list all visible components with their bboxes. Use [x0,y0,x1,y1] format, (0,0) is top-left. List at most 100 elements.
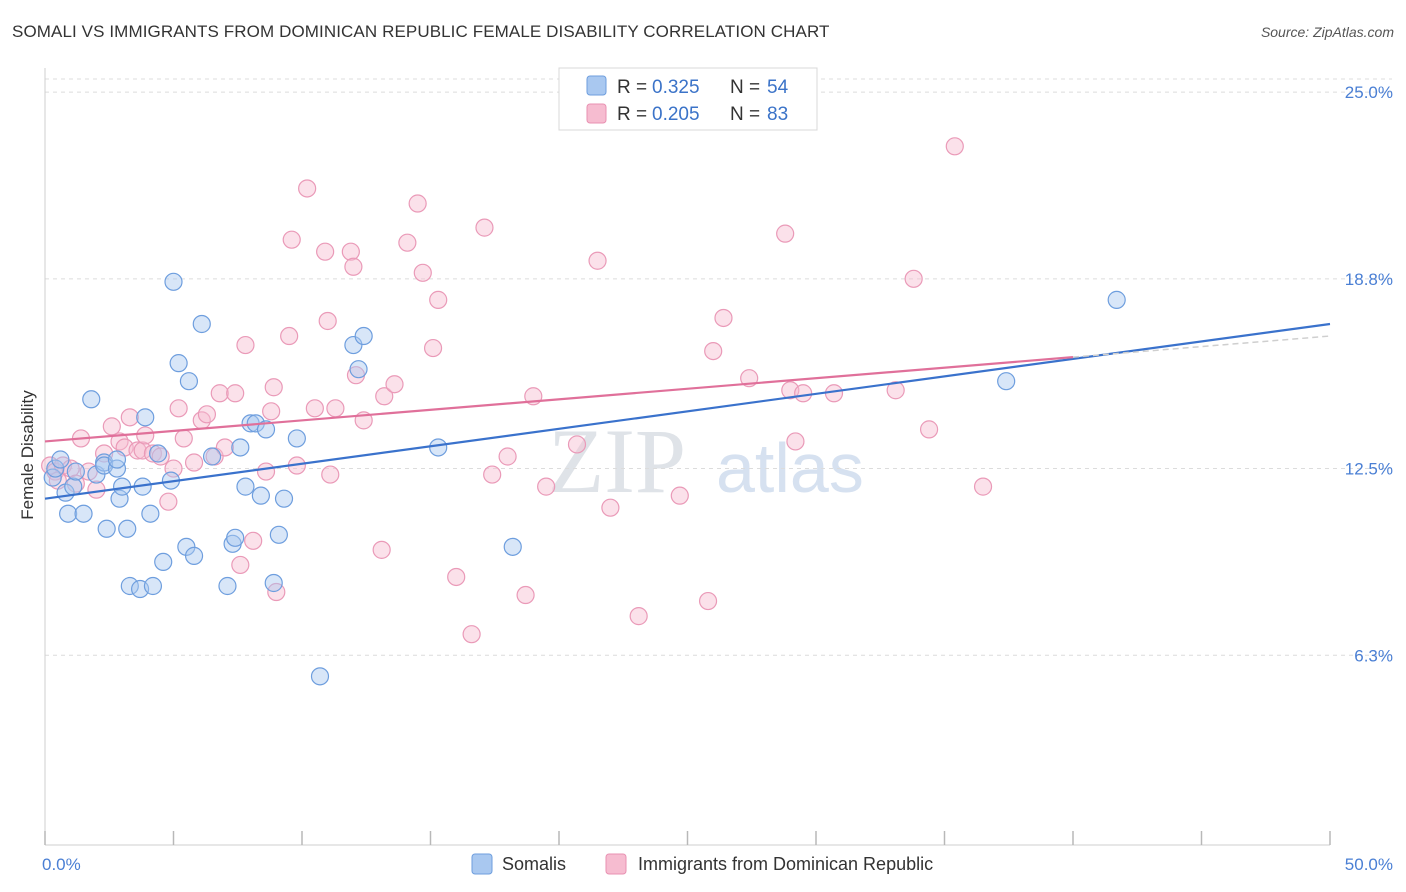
data-point [714,308,733,328]
data-point [287,429,306,448]
data-point [282,230,301,249]
series-legend: Somalis Immigrants from Dominican Republ… [471,853,933,875]
legend-n-label-somalis: N = [730,77,760,98]
data-point [164,272,183,291]
data-point [64,477,83,496]
bottom-legend-label-dominican: Immigrants from Dominican Republic [638,854,933,874]
data-point [462,625,481,644]
data-point [148,444,168,463]
legend-swatch-somalis [586,75,607,96]
data-point [118,519,137,538]
data-point [141,504,160,523]
data-point [256,420,276,439]
data-point [629,607,648,626]
data-point [179,372,199,391]
data-point [264,378,283,397]
y-tick-labels: 6.3% 12.5% 18.8% 25.0% [1345,83,1393,665]
data-point [567,435,587,454]
y-tick-label: 12.5% [1345,460,1393,479]
series-somalis-points [43,272,1126,686]
legend-r-label-dominican: R = [617,104,647,125]
data-point [919,420,939,439]
data-point [46,459,65,478]
data-point [66,462,85,481]
bottom-legend-swatch-somalis [471,853,493,875]
data-point [704,341,723,361]
data-point [74,504,93,523]
data-point [413,263,432,282]
data-point [174,429,193,448]
data-point [154,552,173,572]
data-point [264,573,283,593]
data-point [159,492,178,511]
x-tick-label-max: 50.0% [1345,855,1393,874]
data-point [184,546,204,565]
data-point [429,438,448,457]
data-point [318,311,337,331]
data-point [475,218,494,237]
watermark: ZIP atlas [548,410,864,512]
y-tick-label: 18.8% [1345,270,1393,289]
data-point [226,528,245,547]
data-point [537,477,556,496]
data-point [997,372,1016,391]
data-point [226,384,245,403]
trend-line-dominican-extension [1072,335,1331,358]
data-point [143,576,163,596]
chart-title: SOMALI VS IMMIGRANTS FROM DOMINICAN REPU… [12,22,830,41]
data-point [136,408,155,427]
legend-r-value-somalis: 0.325 [652,77,700,98]
data-point [786,432,805,451]
data-point [184,453,204,472]
data-point [423,338,443,358]
data-point [236,477,255,496]
data-point [215,438,234,457]
data-point [51,450,70,469]
legend-n-label-dominican: N = [730,104,760,125]
data-point [87,480,106,499]
data-point [210,384,229,403]
data-point [385,375,404,394]
axes [44,68,1330,846]
data-point [447,567,466,587]
data-point [429,290,448,309]
data-point [236,335,255,355]
data-point [192,314,211,334]
data-point [375,387,394,406]
data-point [133,441,152,460]
data-point [354,326,373,346]
y-tick-label: 6.3% [1354,646,1393,665]
data-point [151,447,170,466]
data-point [321,465,340,484]
data-point [398,233,417,252]
data-point [305,399,324,418]
data-point [218,576,237,596]
data-point [516,585,535,605]
data-point [794,384,813,403]
data-point [197,405,217,424]
source-credit: Source: ZipAtlas.com [1260,24,1394,40]
data-point [107,450,127,469]
x-tick-label-min: 0.0% [42,855,81,874]
data-point [483,465,502,484]
data-point [202,447,222,466]
bottom-legend-label-somalis: Somalis [502,854,566,874]
legend-r-label-somalis: R = [617,77,647,98]
data-point [973,477,993,496]
data-point [886,381,905,400]
data-point [102,417,121,436]
data-point [262,402,281,421]
data-point [82,390,101,409]
data-point [231,438,250,457]
data-point [310,667,330,686]
data-point [97,519,116,538]
data-point [231,555,250,575]
data-point [776,224,795,243]
data-point [269,525,288,544]
data-point [601,498,620,517]
trend-line-dominican [44,356,1074,443]
data-point [274,489,294,508]
legend-swatch-dominican [586,103,607,124]
data-point [120,576,139,596]
data-point [251,486,270,505]
